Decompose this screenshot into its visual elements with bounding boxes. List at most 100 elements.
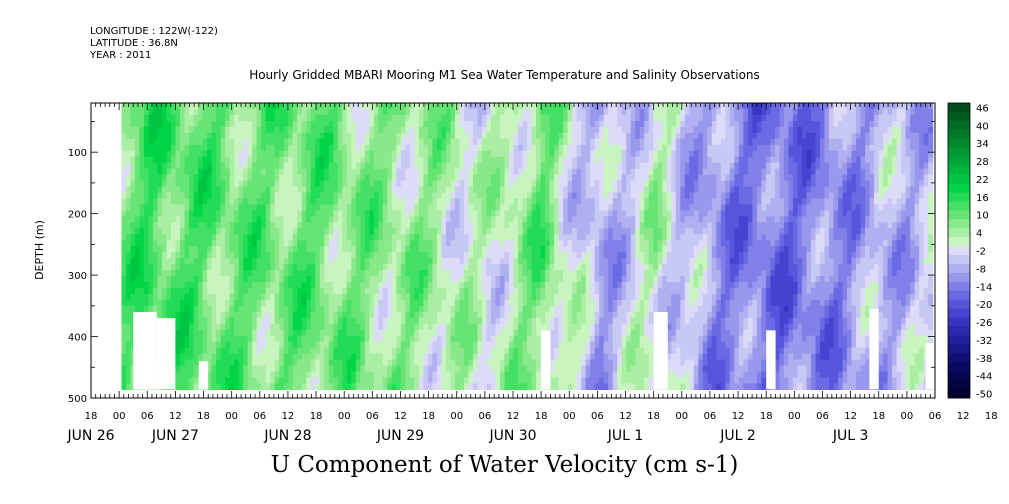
heatmap-cell: [130, 287, 136, 295]
heatmap-cell: [238, 150, 244, 158]
heatmap-cell: [216, 138, 222, 146]
heatmap-cell: [148, 144, 154, 152]
heatmap-cell: [355, 144, 361, 152]
heatmap-cell: [315, 180, 321, 188]
heatmap-cell: [220, 293, 226, 301]
heatmap-cell: [342, 120, 348, 128]
heatmap-cell: [175, 264, 181, 271]
heatmap-cell: [342, 371, 348, 379]
heatmap-cell: [369, 341, 375, 349]
heatmap-cell: [364, 311, 370, 319]
heatmap-cell: [171, 246, 177, 253]
heatmap-cell: [518, 287, 524, 295]
heatmap-cell: [180, 365, 186, 373]
heatmap-cell: [554, 103, 560, 110]
heatmap-cell: [148, 299, 154, 307]
heatmap-cell: [310, 120, 316, 128]
heatmap-cell: [211, 287, 217, 295]
heatmap-cell: [527, 228, 533, 235]
heatmap-cell: [328, 144, 334, 152]
heatmap-cell: [234, 317, 240, 325]
heatmap-cell: [468, 276, 474, 283]
heatmap-cell: [581, 335, 587, 343]
heatmap-cell: [175, 341, 181, 349]
heatmap-cell: [387, 317, 393, 325]
heatmap-cell: [148, 234, 154, 241]
heatmap-cell: [522, 168, 528, 176]
heatmap-cell: [477, 192, 483, 200]
heatmap-cell: [346, 204, 352, 211]
heatmap-cell: [495, 192, 501, 200]
heatmap-cell: [585, 371, 591, 379]
heatmap-cell: [432, 264, 438, 271]
heatmap-cell: [292, 359, 298, 367]
heatmap-cell: [432, 210, 438, 217]
heatmap-cell: [243, 216, 249, 223]
heatmap-cell: [491, 222, 497, 229]
heatmap-cell: [572, 150, 578, 158]
heatmap-cell: [563, 282, 569, 289]
heatmap-cell: [436, 311, 443, 319]
heatmap-cell: [364, 377, 370, 385]
heatmap-cell: [409, 186, 416, 194]
heatmap-cell: [301, 114, 307, 122]
heatmap-cell: [184, 222, 190, 229]
heatmap-cell: [216, 335, 222, 343]
heatmap-cell: [189, 377, 195, 385]
heatmap-cell: [554, 329, 560, 337]
heatmap-cell: [445, 156, 452, 164]
heatmap-cell: [297, 180, 303, 188]
heatmap-cell: [130, 270, 136, 277]
heatmap-cell: [545, 138, 551, 146]
heatmap-cell: [180, 317, 186, 325]
heatmap-cell: [450, 210, 456, 217]
heatmap-cell: [432, 359, 438, 367]
heatmap-cell: [229, 311, 235, 319]
heatmap-cell: [216, 114, 222, 122]
heatmap-cell: [405, 311, 411, 319]
heatmap-cell: [180, 323, 186, 331]
heatmap-cell: [531, 186, 537, 194]
heatmap-cell: [382, 210, 388, 217]
heatmap-cell: [139, 138, 145, 146]
heatmap-cell: [495, 234, 501, 241]
heatmap-cell: [373, 180, 379, 188]
heatmap-cell: [324, 114, 330, 122]
heatmap-cell: [472, 108, 479, 116]
heatmap-cell: [482, 299, 488, 307]
heatmap-cell: [545, 120, 551, 128]
heatmap-cell: [585, 192, 591, 200]
heatmap-cell: [207, 174, 213, 182]
heatmap-cell: [166, 210, 172, 217]
heatmap-cell: [364, 144, 370, 152]
heatmap-cell: [463, 341, 470, 349]
heatmap-cell: [400, 383, 406, 390]
heatmap-cell: [396, 353, 402, 361]
heatmap-cell: [121, 216, 127, 223]
heatmap-cell: [522, 240, 528, 247]
heatmap-cell: [531, 138, 537, 146]
heatmap-cell: [427, 108, 434, 116]
heatmap-cell: [229, 317, 235, 325]
heatmap-cell: [351, 383, 357, 390]
heatmap-cell: [148, 108, 154, 116]
heatmap-cell: [225, 383, 231, 390]
heatmap-cell: [292, 222, 298, 229]
heatmap-cell: [297, 317, 303, 325]
heatmap-cell: [157, 156, 163, 164]
heatmap-cell: [288, 186, 294, 194]
heatmap-cell: [558, 335, 564, 343]
heatmap-cell: [576, 204, 582, 211]
heatmap-cell: [414, 174, 420, 182]
heatmap-cell: [234, 293, 240, 301]
heatmap-cell: [125, 204, 132, 211]
heatmap-cell: [261, 216, 267, 223]
heatmap-cell: [495, 335, 501, 343]
heatmap-cell: [198, 103, 204, 110]
heatmap-cell: [211, 174, 217, 182]
heatmap-cell: [189, 204, 195, 211]
heatmap-cell: [445, 162, 452, 170]
heatmap-cell: [454, 156, 461, 164]
heatmap-cell: [360, 126, 366, 134]
heatmap-cell: [130, 252, 136, 259]
